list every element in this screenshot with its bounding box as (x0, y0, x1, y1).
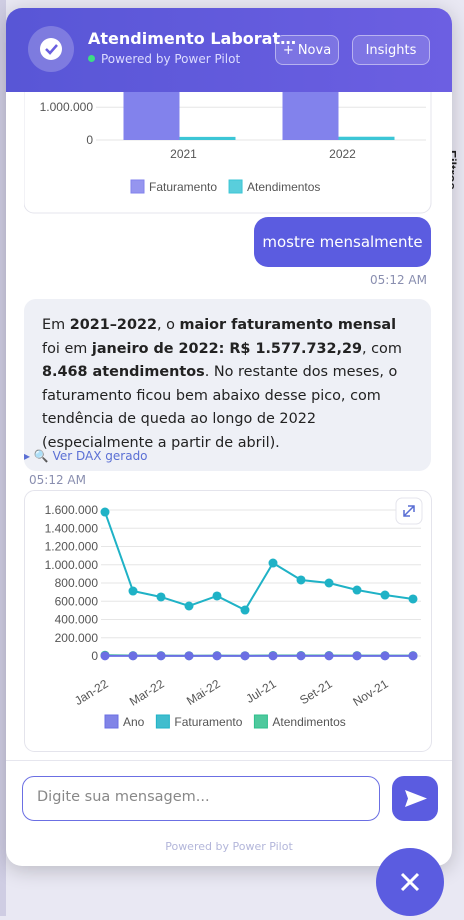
point (325, 579, 334, 588)
bar (283, 92, 339, 140)
message-text: , com (362, 341, 402, 357)
bar (180, 137, 236, 140)
timestamp: 05:12 AM (29, 473, 86, 487)
legend-swatch (156, 715, 169, 728)
send-icon (392, 776, 438, 821)
point (213, 651, 222, 660)
subtitle: Powered by Power Pilot (101, 52, 240, 66)
point (409, 594, 418, 603)
x-tick-label: 2021 (170, 147, 197, 161)
legend-swatch (254, 715, 267, 728)
point (381, 651, 390, 660)
message-text: 8.468 atendimentos (42, 364, 205, 380)
point (409, 651, 418, 660)
legend-swatch (131, 180, 144, 193)
message-text: maior faturamento mensal (180, 317, 397, 333)
dax-link: Ver DAX gerado (53, 449, 148, 463)
insights-label: Insights (366, 43, 417, 58)
y-tick-label: 800.000 (55, 576, 99, 590)
y-tick-label: 1.000.000 (40, 100, 94, 114)
bar (124, 92, 180, 140)
chat-panel: Atendimento Laborat… Powered by Power Pi… (6, 8, 452, 866)
x-tick-label: 2022 (329, 147, 356, 161)
point (297, 651, 306, 660)
y-tick-label: 600.000 (55, 594, 99, 608)
point (241, 651, 250, 660)
close-fab[interactable] (376, 848, 444, 916)
point (381, 591, 390, 600)
legend-swatch (229, 180, 242, 193)
user-bubble: mostre mensalmente (254, 217, 431, 267)
y-tick-label: 1.600.000 (45, 503, 99, 517)
point (185, 601, 194, 610)
point (269, 559, 278, 568)
divider (6, 760, 452, 761)
title: Atendimento Laborat… (88, 29, 296, 48)
header: Atendimento Laborat… Powered by Power Pi… (6, 8, 452, 92)
dax-toggle[interactable]: ▸ 🔍 Ver DAX gerado (24, 449, 148, 463)
point (241, 606, 250, 615)
point (129, 587, 138, 596)
message-text: 2021–2022 (70, 317, 157, 333)
point (185, 651, 194, 660)
legend-label: Atendimentos (272, 715, 345, 729)
point (101, 508, 110, 517)
message-text: foi em (42, 341, 92, 357)
y-tick-label: 1.400.000 (45, 521, 99, 535)
line-chart: 0 200.000 400.000 600.000 800.000 1.000.000 1.… (24, 490, 432, 752)
y-tick-label: 200.000 (55, 631, 99, 645)
logo (28, 26, 74, 72)
messages: 0 1.000.000 2021 2022 Faturamento Atendimento… (6, 92, 452, 760)
message-text: janeiro de 2022: R$ 1.577.732,29 (92, 341, 362, 357)
close-icon (376, 848, 444, 916)
y-tick-label: 0 (91, 649, 98, 663)
y-tick-label: 0 (86, 133, 93, 147)
y-tick-label: 1.200.000 (45, 540, 99, 554)
legend-label: Ano (123, 715, 145, 729)
y-tick-label: 1.000.000 (45, 558, 99, 572)
legend-label: Faturamento (174, 715, 242, 729)
message-text: , o (157, 317, 180, 333)
timestamp: 05:12 AM (346, 273, 427, 287)
point (353, 586, 362, 595)
message-input[interactable]: Digite sua mensagem... (22, 776, 380, 821)
y-tick-label: 400.000 (55, 613, 99, 627)
point (157, 592, 166, 601)
point (157, 651, 166, 660)
assistant-bubble: Em 2021–2022, o maior faturamento mensal… (24, 299, 431, 471)
status-dot (88, 55, 95, 62)
insights-button[interactable]: Insights (352, 35, 430, 65)
message-text: Em (42, 317, 70, 333)
legend-swatch (105, 715, 118, 728)
bar (339, 137, 395, 140)
point (269, 651, 278, 660)
bar-chart: 0 1.000.000 2021 2022 Faturamento Atendimento… (24, 92, 432, 214)
point (129, 651, 138, 660)
legend-label: Faturamento (149, 180, 217, 194)
point (213, 591, 222, 600)
logo-icon (28, 26, 74, 72)
legend-label: Atendimentos (247, 180, 320, 194)
point (353, 651, 362, 660)
point (325, 651, 334, 660)
point (101, 651, 110, 660)
new-button[interactable]: + Nova (275, 35, 339, 65)
send-button[interactable] (392, 776, 438, 821)
point (297, 575, 306, 584)
